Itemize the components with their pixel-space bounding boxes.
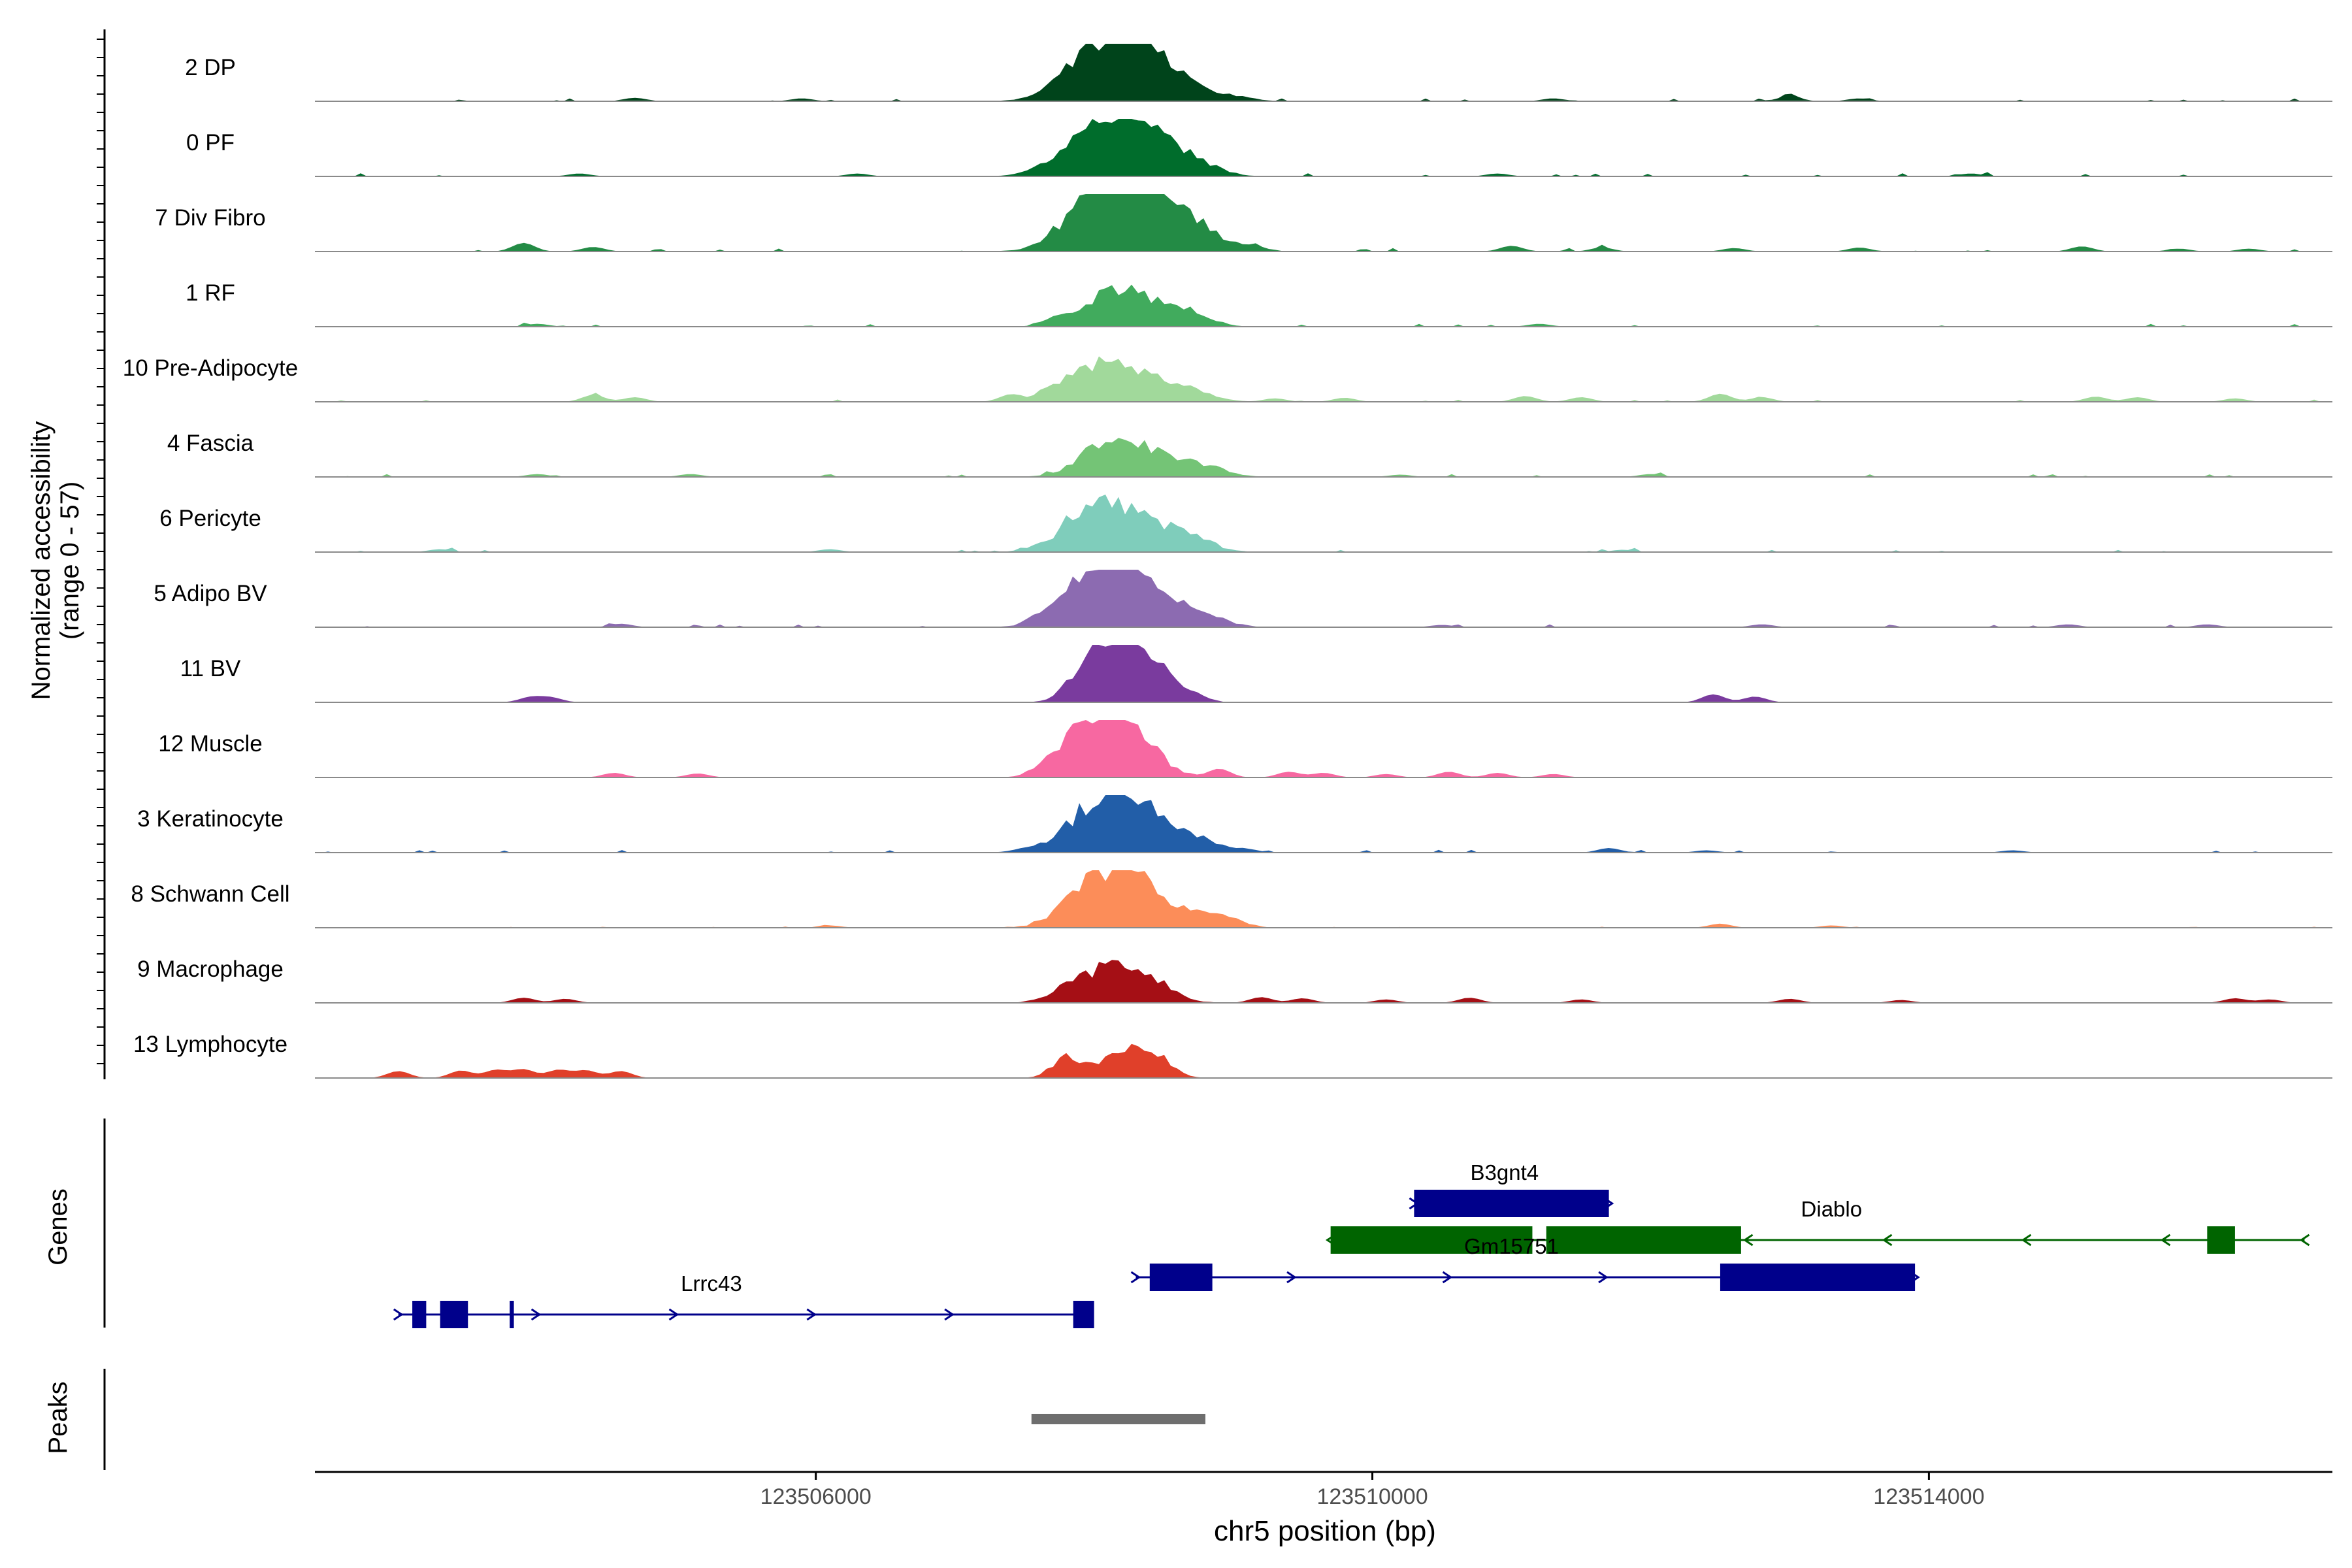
track-9-macrophage: 9 Macrophage bbox=[137, 956, 2332, 1004]
track-label: 7 Div Fibro bbox=[155, 205, 265, 231]
exon bbox=[1149, 1264, 1213, 1291]
x-tick-label: 123506000 bbox=[760, 1484, 872, 1509]
gene-label: B3gnt4 bbox=[1471, 1160, 1539, 1184]
coverage-area bbox=[315, 1043, 2332, 1078]
track-label: 9 Macrophage bbox=[137, 956, 284, 982]
strand-arrow bbox=[393, 1308, 404, 1321]
track-label: 8 Schwann Cell bbox=[131, 881, 289, 907]
track-5-adipo-bv: 5 Adipo BV bbox=[154, 570, 2332, 628]
exon bbox=[510, 1301, 514, 1328]
x-tick-label: 123514000 bbox=[1873, 1484, 1984, 1509]
strand-arrow bbox=[2299, 1233, 2310, 1247]
coverage-area bbox=[315, 119, 2332, 176]
genes-panel-label: Genes bbox=[44, 1188, 73, 1266]
exon bbox=[1720, 1264, 1916, 1291]
track-0-pf: 0 PF bbox=[186, 119, 2332, 177]
strand-arrow bbox=[1442, 1271, 1453, 1284]
track-3-keratinocyte: 3 Keratinocyte bbox=[137, 795, 2332, 853]
coverage-axis bbox=[97, 29, 106, 1079]
track-label: 2 DP bbox=[185, 55, 236, 80]
track-2-dp: 2 DP bbox=[185, 44, 2332, 102]
track-8-schwann-cell: 8 Schwann Cell bbox=[131, 870, 2332, 928]
coverage-area bbox=[315, 570, 2332, 627]
coverage-area bbox=[315, 720, 2332, 777]
coverage-area bbox=[315, 284, 2332, 327]
coverage-area bbox=[315, 645, 2332, 702]
track-label: 6 Pericyte bbox=[159, 506, 261, 531]
strand-arrow bbox=[1286, 1271, 1297, 1284]
exon bbox=[440, 1301, 468, 1328]
track-1-rf: 1 RF bbox=[186, 280, 2332, 327]
coverage-area bbox=[315, 870, 2332, 928]
track-label: 1 RF bbox=[186, 280, 235, 306]
y-axis-title-line2: (range 0 - 57) bbox=[56, 482, 84, 640]
strand-arrow bbox=[2160, 1233, 2171, 1247]
gene-label: Gm15751 bbox=[1464, 1234, 1559, 1258]
strand-arrow bbox=[531, 1308, 542, 1321]
gene-label: Diablo bbox=[1801, 1197, 1863, 1221]
coverage-area bbox=[315, 795, 2332, 853]
coverage-area bbox=[315, 495, 2332, 552]
coverage-tracks: 2 DP 0 PF 7 Div Fibro 1 RF 10 Pre-Adipocyte 4… bbox=[123, 44, 2332, 1079]
track-4-fascia: 4 Fascia bbox=[167, 431, 2332, 478]
genes-panel: Genes B3gnt4 Diablo Gm15751 Lrrc43 bbox=[44, 1119, 2310, 1328]
coverage-area bbox=[315, 960, 2332, 1003]
track-label: 0 PF bbox=[186, 130, 235, 155]
strand-arrow bbox=[2021, 1233, 2032, 1247]
track-11-bv: 11 BV bbox=[180, 645, 2332, 703]
strand-arrow bbox=[668, 1308, 679, 1321]
track-7-div-fibro: 7 Div Fibro bbox=[155, 194, 2332, 252]
peaks-panel-label: Peaks bbox=[44, 1381, 73, 1454]
coverage-area bbox=[315, 356, 2332, 402]
track-label: 5 Adipo BV bbox=[154, 581, 267, 606]
exon bbox=[1414, 1190, 1609, 1217]
coverage-area bbox=[315, 438, 2332, 477]
strand-arrow bbox=[1598, 1271, 1609, 1284]
exon bbox=[2207, 1226, 2235, 1254]
exon bbox=[412, 1301, 427, 1328]
track-10-pre-adipocyte: 10 Pre-Adipocyte bbox=[123, 355, 2332, 402]
gene-lrrc43: Lrrc43 bbox=[393, 1271, 1094, 1328]
coverage-area bbox=[315, 194, 2332, 252]
gene-gm15751: Gm15751 bbox=[1130, 1234, 1920, 1291]
peaks-panel: Peaks bbox=[44, 1369, 1205, 1470]
track-label: 12 Muscle bbox=[158, 731, 263, 757]
strand-arrow bbox=[1882, 1233, 1893, 1247]
strand-arrow bbox=[1742, 1233, 1754, 1247]
track-label: 3 Keratinocyte bbox=[137, 806, 284, 832]
strand-arrow bbox=[944, 1308, 955, 1321]
exon bbox=[1073, 1301, 1094, 1328]
track-label: 13 Lymphocyte bbox=[133, 1032, 287, 1057]
track-12-muscle: 12 Muscle bbox=[158, 720, 2332, 778]
peak-region bbox=[1031, 1414, 1205, 1424]
track-13-lymphocyte: 13 Lymphocyte bbox=[133, 1032, 2332, 1079]
exon bbox=[1546, 1226, 1741, 1254]
track-label: 10 Pre-Adipocyte bbox=[123, 355, 298, 381]
y-axis-title-line1: Normalized accessibility bbox=[27, 421, 56, 700]
x-axis: chr5 position (bp) 123506000 123510000 123… bbox=[315, 1471, 2332, 1547]
gene-diablo: Diablo bbox=[1325, 1197, 2310, 1254]
strand-arrow bbox=[1130, 1271, 1141, 1284]
x-tick-label: 123510000 bbox=[1316, 1484, 1428, 1509]
gene-label: Lrrc43 bbox=[681, 1271, 742, 1296]
exon bbox=[1330, 1226, 1533, 1254]
gene-b3gnt4: B3gnt4 bbox=[1409, 1160, 1614, 1217]
track-6-pericyte: 6 Pericyte bbox=[159, 495, 2332, 553]
y-axis-title: Normalized accessibility (range 0 - 57) bbox=[27, 421, 84, 700]
strand-arrow bbox=[806, 1308, 817, 1321]
x-axis-title: chr5 position (bp) bbox=[1214, 1515, 1436, 1547]
track-label: 4 Fascia bbox=[167, 431, 254, 456]
track-label: 11 BV bbox=[180, 656, 241, 681]
coverage-area bbox=[315, 44, 2332, 101]
